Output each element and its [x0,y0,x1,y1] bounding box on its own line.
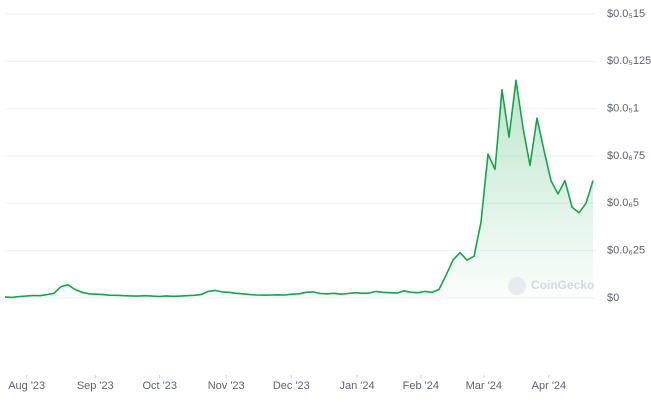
y-tick-label: $0.0₅15 [607,8,645,20]
x-tick-label: Feb '24 [403,380,439,392]
x-tick-label: Nov '23 [208,380,245,392]
watermark: CoinGecko [531,278,594,292]
watermark-logo [508,277,526,295]
y-tick-label: $0.0₆75 [607,150,645,162]
x-tick-label: Dec '23 [273,380,310,392]
y-tick-label: $0 [607,292,619,304]
y-tick-label: $0.0₆5 [607,197,639,209]
price-area [5,80,593,298]
x-tick-label: Oct '23 [142,380,177,392]
price-line [4,79,594,299]
y-tick-label: $0.0₆25 [607,245,645,257]
x-tick-label: Jan '24 [340,380,375,392]
x-tick-label: Mar '24 [466,380,502,392]
x-tick-label: Sep '23 [77,380,114,392]
y-tick-label: $0.0₅1 [607,103,639,115]
x-tick-label: Apr '24 [532,380,567,392]
y-tick-label: $0.0₅125 [607,55,651,67]
watermark-group: CoinGecko [508,277,594,295]
x-tick-label: Aug '23 [8,380,45,392]
